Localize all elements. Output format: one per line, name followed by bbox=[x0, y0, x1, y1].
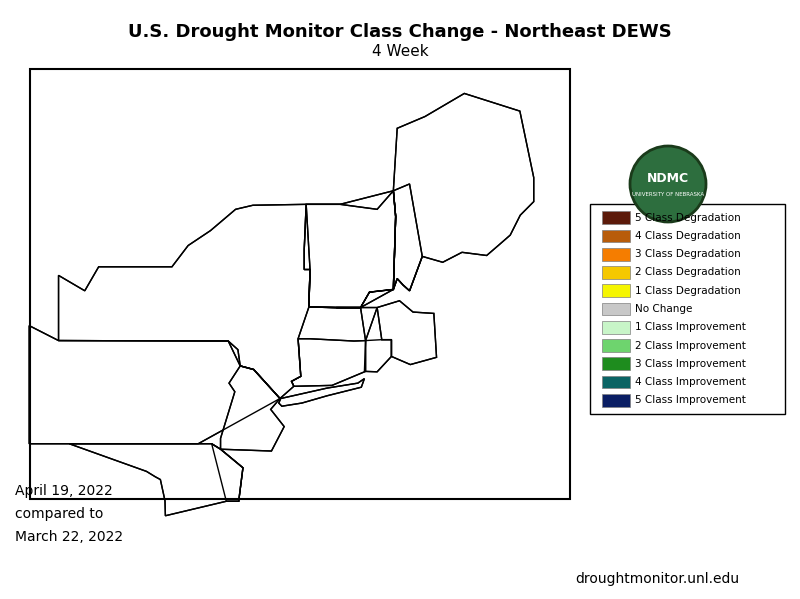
Polygon shape bbox=[365, 307, 391, 372]
Polygon shape bbox=[221, 366, 284, 451]
Bar bbox=[602, 339, 630, 352]
Text: 2 Class Degradation: 2 Class Degradation bbox=[635, 268, 741, 277]
Text: 4 Class Degradation: 4 Class Degradation bbox=[635, 231, 741, 241]
Bar bbox=[602, 302, 630, 316]
Bar bbox=[602, 211, 630, 224]
Bar bbox=[602, 229, 630, 243]
Polygon shape bbox=[304, 190, 396, 307]
Bar bbox=[590, 204, 785, 414]
Polygon shape bbox=[304, 190, 396, 307]
Text: NDMC: NDMC bbox=[647, 173, 689, 186]
Text: 4 Week: 4 Week bbox=[372, 44, 428, 59]
Polygon shape bbox=[394, 93, 534, 291]
Bar bbox=[602, 358, 630, 370]
Polygon shape bbox=[240, 363, 280, 398]
Polygon shape bbox=[309, 301, 437, 365]
Bar bbox=[602, 285, 630, 297]
Circle shape bbox=[630, 146, 706, 222]
Polygon shape bbox=[336, 184, 422, 307]
Bar bbox=[30, 69, 570, 499]
Bar bbox=[602, 266, 630, 279]
Text: 1 Class Degradation: 1 Class Degradation bbox=[635, 286, 741, 296]
Bar bbox=[602, 376, 630, 388]
Text: 5 Class Degradation: 5 Class Degradation bbox=[635, 213, 741, 223]
Text: U.S. Drought Monitor Class Change - Northeast DEWS: U.S. Drought Monitor Class Change - Nort… bbox=[128, 23, 672, 41]
Text: April 19, 2022
compared to
March 22, 2022: April 19, 2022 compared to March 22, 202… bbox=[15, 484, 123, 544]
Text: 1 Class Improvement: 1 Class Improvement bbox=[635, 322, 746, 332]
Text: 2 Class Improvement: 2 Class Improvement bbox=[635, 340, 746, 350]
Polygon shape bbox=[212, 444, 243, 501]
Polygon shape bbox=[394, 93, 534, 291]
Polygon shape bbox=[70, 444, 243, 516]
Text: No Change: No Change bbox=[635, 304, 692, 314]
Polygon shape bbox=[278, 379, 365, 406]
Text: 3 Class Degradation: 3 Class Degradation bbox=[635, 249, 741, 259]
Text: droughtmonitor.unl.edu: droughtmonitor.unl.edu bbox=[575, 572, 739, 586]
Polygon shape bbox=[291, 339, 366, 386]
Text: 3 Class Improvement: 3 Class Improvement bbox=[635, 359, 746, 369]
Text: 4 Class Improvement: 4 Class Improvement bbox=[635, 377, 746, 387]
Text: UNIVERSITY OF NEBRASKA: UNIVERSITY OF NEBRASKA bbox=[632, 192, 704, 196]
Bar bbox=[602, 394, 630, 407]
Polygon shape bbox=[58, 190, 396, 398]
Text: 5 Class Improvement: 5 Class Improvement bbox=[635, 395, 746, 406]
Bar bbox=[602, 248, 630, 261]
Bar bbox=[602, 321, 630, 334]
Polygon shape bbox=[30, 326, 280, 444]
Polygon shape bbox=[394, 190, 410, 291]
